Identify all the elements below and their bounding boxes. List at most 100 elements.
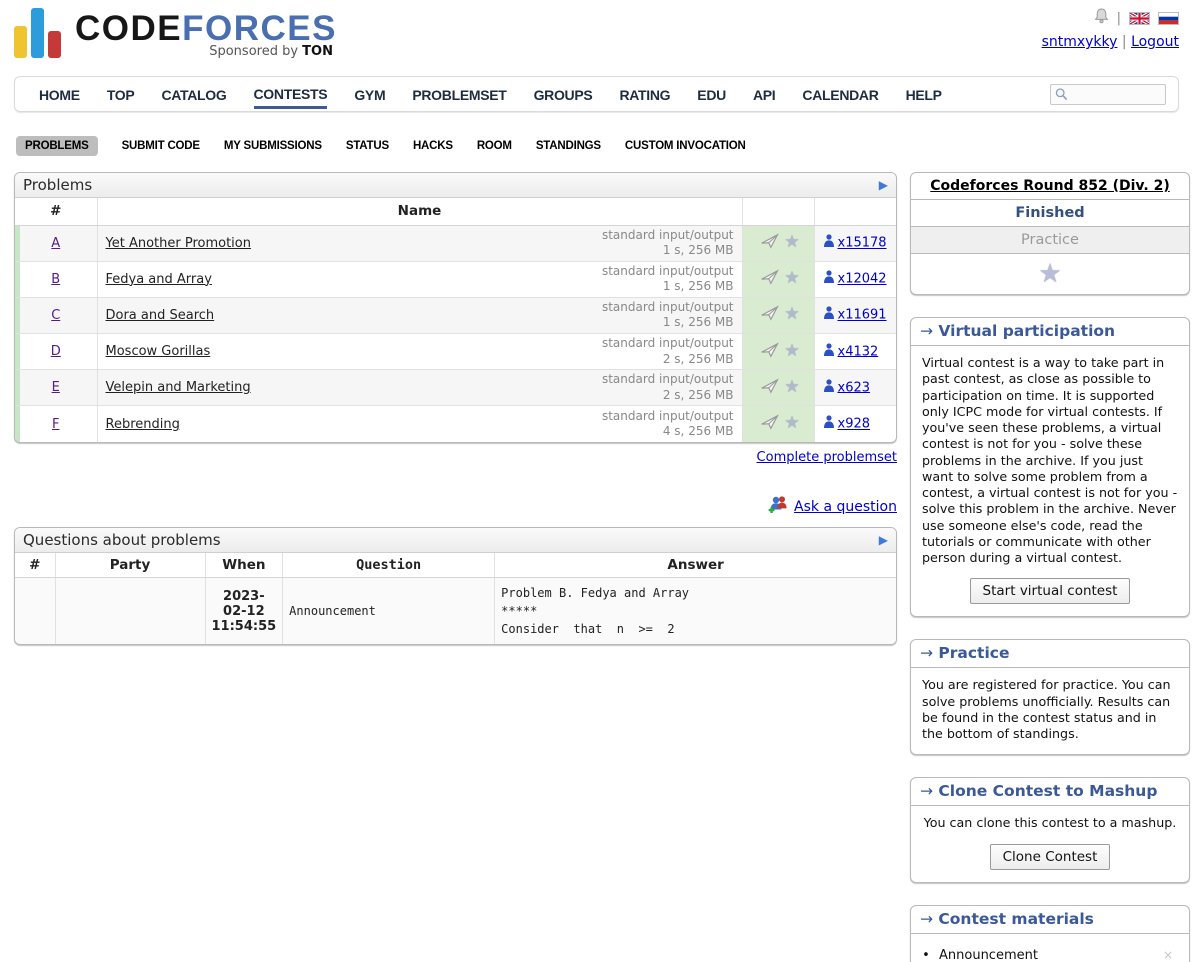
favorite-star-icon[interactable]: ★ bbox=[784, 232, 800, 253]
practice-box: → Practice You are registered for practi… bbox=[910, 639, 1190, 756]
practice-title: Practice bbox=[938, 644, 1010, 663]
nav-item-top[interactable]: TOP bbox=[106, 87, 135, 103]
practice-text: You are registered for practice. You can… bbox=[922, 677, 1171, 741]
clone-contest-button[interactable]: Clone Contest bbox=[989, 843, 1111, 870]
contest-status: Finished bbox=[911, 200, 1189, 227]
expand-arrow-icon[interactable]: ▶ bbox=[878, 178, 888, 192]
subnav-problems[interactable]: PROBLEMS bbox=[16, 136, 98, 156]
logo-bars-icon bbox=[14, 8, 61, 58]
problem-name-link[interactable]: Velepin and Marketing bbox=[105, 380, 251, 396]
problems-table: # Name A Yet Another Promotion standard i… bbox=[15, 198, 896, 442]
nav-item-problemset[interactable]: PROBLEMSET bbox=[412, 87, 507, 103]
nav-item-help[interactable]: HELP bbox=[905, 87, 942, 103]
col-header: When bbox=[205, 552, 284, 579]
contest-info-box: Codeforces Round 852 (Div. 2) Finished P… bbox=[910, 172, 1190, 295]
subnav-my-submissions[interactable]: MY SUBMISSIONS bbox=[223, 140, 322, 152]
favorite-star-icon[interactable]: ★ bbox=[784, 376, 800, 397]
favorite-star-icon[interactable]: ★ bbox=[784, 340, 800, 361]
problem-name-link[interactable]: Rebrending bbox=[105, 416, 180, 432]
bell-icon[interactable] bbox=[1094, 8, 1109, 28]
nav-item-calendar[interactable]: CALENDAR bbox=[802, 87, 879, 103]
solved-count-link[interactable]: x12042 bbox=[837, 271, 887, 287]
favorite-star-icon[interactable]: ★ bbox=[784, 268, 800, 289]
solved-count-link[interactable]: x4132 bbox=[837, 344, 879, 360]
problem-index-link[interactable]: A bbox=[51, 235, 61, 251]
flag-en-icon[interactable] bbox=[1129, 11, 1150, 25]
problem-index-link[interactable]: C bbox=[51, 307, 61, 323]
problem-index-link[interactable]: F bbox=[52, 416, 60, 432]
flag-ru-icon[interactable] bbox=[1158, 11, 1179, 25]
logout-link[interactable]: Logout bbox=[1131, 34, 1179, 50]
contest-title-link[interactable]: Codeforces Round 852 (Div. 2) bbox=[930, 178, 1170, 194]
col-header: # bbox=[15, 552, 56, 579]
complete-problemset-link[interactable]: Complete problemset bbox=[756, 449, 897, 465]
arrow-icon: → bbox=[920, 322, 933, 340]
questions-box-title: Questions about problems bbox=[23, 530, 221, 549]
problem-name-link[interactable]: Fedya and Array bbox=[105, 271, 212, 287]
paper-plane-icon[interactable] bbox=[760, 342, 780, 363]
subnav-custom-invocation[interactable]: CUSTOM INVOCATION bbox=[624, 140, 746, 152]
table-row: A Yet Another Promotion standard input/ou… bbox=[15, 225, 896, 262]
nav-item-rating[interactable]: RATING bbox=[619, 87, 671, 103]
paper-plane-icon[interactable] bbox=[760, 269, 780, 290]
bullet-icon: • bbox=[922, 947, 930, 962]
header-user-area: | sntmxykky | Logout bbox=[1042, 8, 1179, 50]
nav-item-groups[interactable]: GROUPS bbox=[533, 87, 593, 103]
problem-name-link[interactable]: Dora and Search bbox=[105, 307, 215, 323]
problem-name-link[interactable]: Yet Another Promotion bbox=[105, 235, 251, 251]
problems-box-title: Problems bbox=[23, 176, 93, 194]
col-header: Answer bbox=[494, 552, 896, 579]
table-row: C Dora and Search standard input/output 1 … bbox=[15, 297, 896, 335]
ask-question-link[interactable]: Ask a question bbox=[794, 498, 897, 515]
subnav-room[interactable]: ROOM bbox=[476, 140, 512, 152]
sponsored-by-label: Sponsored by TON bbox=[209, 44, 333, 60]
subnav-status[interactable]: STATUS bbox=[345, 140, 389, 152]
subnav-standings[interactable]: STANDINGS bbox=[535, 140, 601, 152]
table-row: 2023-02-12 11:54:55 Announcement Problem… bbox=[15, 577, 896, 645]
nav-item-catalog[interactable]: CATALOG bbox=[161, 87, 227, 103]
problem-index-link[interactable]: D bbox=[50, 344, 61, 360]
arrow-icon: → bbox=[920, 644, 933, 663]
nav-item-edu[interactable]: EDU bbox=[697, 87, 726, 103]
problem-index-link[interactable]: B bbox=[51, 271, 61, 287]
expand-arrow-icon[interactable]: ▶ bbox=[878, 532, 888, 547]
nav-item-contests[interactable]: CONTESTS bbox=[253, 80, 328, 109]
problem-name-link[interactable]: Moscow Gorillas bbox=[105, 344, 211, 360]
search-input[interactable] bbox=[1050, 84, 1166, 105]
solved-person-icon bbox=[823, 343, 835, 361]
paper-plane-icon[interactable] bbox=[760, 414, 780, 435]
nav-item-home[interactable]: HOME bbox=[39, 87, 80, 103]
subnav-submit-code[interactable]: SUBMIT CODE bbox=[121, 140, 201, 152]
solved-count-link[interactable]: x15178 bbox=[837, 235, 887, 251]
col-header-index: # bbox=[15, 198, 98, 226]
questions-table: # Party When Question Answer 2023-02-12 … bbox=[15, 552, 896, 645]
question-when: 2023-02-12 11:54:55 bbox=[205, 577, 284, 645]
codeforces-logo[interactable]: CODEFORCES Sponsored by TON bbox=[14, 8, 335, 58]
virtual-title: Virtual participation bbox=[938, 322, 1116, 340]
material-announcement[interactable]: Announcement bbox=[939, 947, 1038, 962]
solved-count-link[interactable]: x623 bbox=[837, 380, 871, 396]
table-row: E Velepin and Marketing standard input/ou… bbox=[15, 369, 896, 407]
favorite-star-icon[interactable]: ★ bbox=[1038, 259, 1062, 289]
start-virtual-contest-button[interactable]: Start virtual contest bbox=[969, 578, 1131, 605]
close-icon[interactable]: × bbox=[1162, 948, 1173, 962]
ask-question-icon bbox=[767, 495, 789, 519]
nav-item-api[interactable]: API bbox=[752, 87, 776, 103]
solved-person-icon bbox=[823, 234, 835, 252]
nav-item-gym[interactable]: GYM bbox=[354, 87, 386, 103]
virtual-text: Virtual contest is a way to take part in… bbox=[922, 355, 1178, 565]
paper-plane-icon[interactable] bbox=[760, 378, 780, 399]
favorite-star-icon[interactable]: ★ bbox=[784, 304, 800, 325]
favorite-star-icon[interactable]: ★ bbox=[784, 413, 800, 434]
question-answer: Problem B. Fedya and Array ***** Conside… bbox=[501, 586, 690, 637]
paper-plane-icon[interactable] bbox=[760, 233, 780, 254]
paper-plane-icon[interactable] bbox=[760, 305, 780, 326]
username-link[interactable]: sntmxykky bbox=[1041, 34, 1118, 50]
problem-index-link[interactable]: E bbox=[51, 380, 60, 396]
problems-box: Problems ▶ # Name A Yet Another Promotio… bbox=[14, 172, 897, 443]
subnav-hacks[interactable]: HACKS bbox=[412, 140, 453, 152]
solved-count-link[interactable]: x928 bbox=[837, 416, 871, 432]
solved-count-link[interactable]: x11691 bbox=[837, 307, 887, 323]
table-row: F Rebrending standard input/output 4 s, 25… bbox=[15, 405, 896, 442]
